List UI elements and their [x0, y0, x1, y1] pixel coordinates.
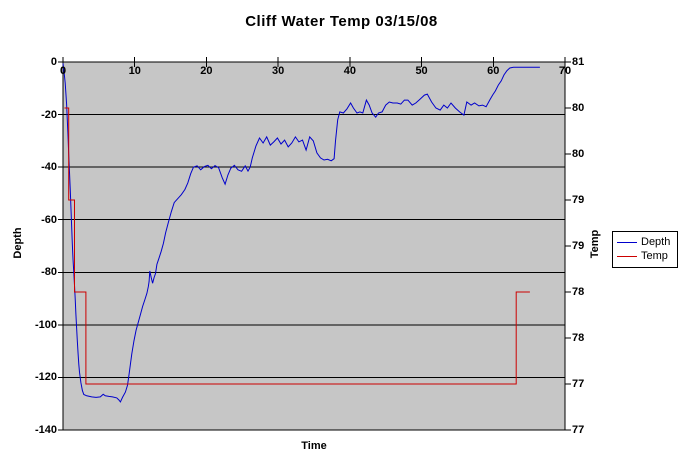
- x-tick-label: 20: [200, 65, 213, 77]
- x-axis-title: Time: [301, 440, 327, 452]
- y-right-tick-label: 78: [572, 286, 585, 298]
- y-right-tick-label: 80: [572, 102, 585, 114]
- legend-item-temp: Temp: [617, 250, 673, 263]
- x-tick-label: 40: [343, 65, 356, 77]
- y-left-tick-label: -120: [34, 371, 57, 384]
- y-right-tick-label: 80: [572, 148, 585, 160]
- y-left-axis-title: Depth: [12, 227, 24, 259]
- y-right-tick-label: 79: [572, 194, 585, 206]
- legend-item-depth: Depth: [617, 236, 673, 249]
- y-left-tick-label: -80: [41, 266, 57, 279]
- y-right-tick-label: 77: [572, 424, 585, 436]
- y-left-tick-label: -40: [41, 161, 57, 174]
- y-right-tick-label: 81: [572, 56, 585, 68]
- y-right-tick-label: 77: [572, 378, 585, 390]
- x-tick-label: 0: [59, 65, 67, 77]
- x-tick-label: 60: [487, 65, 500, 77]
- y-right-tick-label: 79: [572, 240, 585, 252]
- plot-area: [63, 62, 565, 430]
- y-left-tick-label: -20: [41, 108, 57, 121]
- temp-line-swatch: [617, 256, 637, 257]
- x-tick-label: 50: [415, 65, 428, 77]
- depth-line-swatch: [617, 242, 637, 243]
- x-tick-label: 30: [272, 65, 285, 77]
- legend-label-depth: Depth: [641, 236, 671, 248]
- y-left-tick-label: -140: [34, 424, 57, 436]
- legend: Depth Temp: [612, 231, 678, 268]
- y-left-tick-label: -60: [41, 213, 57, 226]
- y-left-tick-label: -100: [34, 318, 57, 331]
- x-tick-label: 10: [128, 65, 141, 77]
- depth-series-line: [62, 63, 540, 403]
- chart-title: Cliff Water Temp 03/15/08: [245, 13, 438, 30]
- legend-label-temp: Temp: [641, 250, 668, 262]
- y-left-tick-label: 0: [50, 56, 57, 68]
- x-tick-label: 70: [558, 65, 572, 77]
- temp-series-line: [64, 107, 530, 385]
- y-right-tick-label: 78: [572, 332, 585, 344]
